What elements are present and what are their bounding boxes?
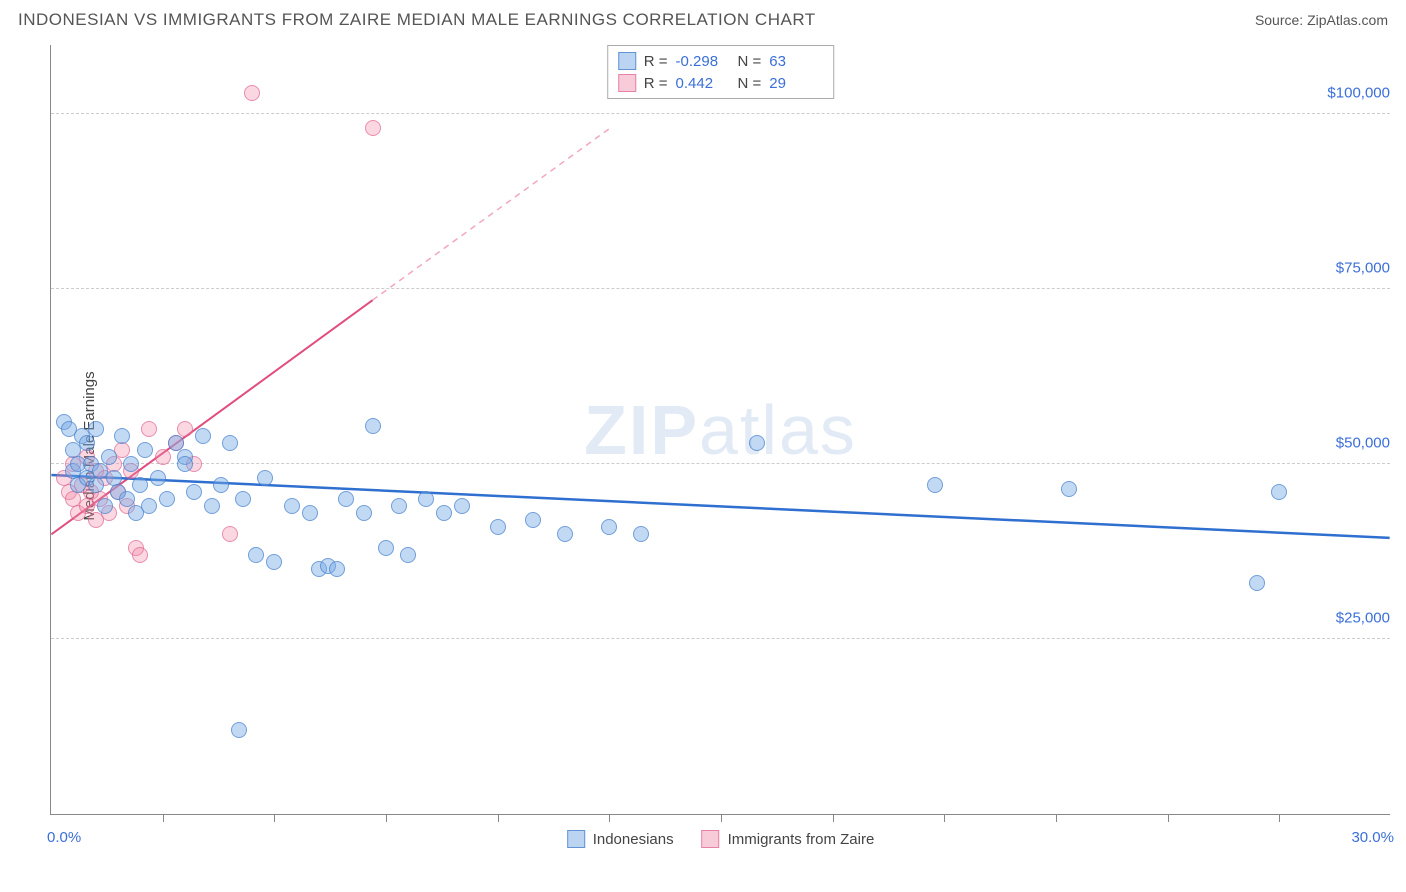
data-point bbox=[601, 519, 617, 535]
data-point bbox=[329, 561, 345, 577]
data-point bbox=[338, 491, 354, 507]
data-point bbox=[137, 442, 153, 458]
data-point bbox=[749, 435, 765, 451]
x-min-label: 0.0% bbox=[47, 829, 81, 846]
blue-swatch-icon bbox=[567, 830, 585, 848]
data-point bbox=[418, 491, 434, 507]
data-point bbox=[101, 449, 117, 465]
data-point bbox=[302, 505, 318, 521]
y-tick-label: $50,000 bbox=[1330, 433, 1396, 454]
x-tick bbox=[163, 814, 164, 822]
data-point bbox=[114, 428, 130, 444]
data-point bbox=[400, 547, 416, 563]
x-tick bbox=[609, 814, 610, 822]
trendlines bbox=[51, 45, 1390, 814]
x-tick bbox=[721, 814, 722, 822]
y-tick-label: $100,000 bbox=[1321, 83, 1396, 104]
data-point bbox=[235, 491, 251, 507]
legend-item-pink: Immigrants from Zaire bbox=[702, 830, 875, 848]
data-point bbox=[186, 484, 202, 500]
data-point bbox=[557, 526, 573, 542]
x-tick bbox=[1279, 814, 1280, 822]
x-max-label: 30.0% bbox=[1351, 829, 1394, 846]
x-tick bbox=[1056, 814, 1057, 822]
data-point bbox=[132, 547, 148, 563]
gridline bbox=[51, 638, 1390, 639]
legend-item-blue: Indonesians bbox=[567, 830, 674, 848]
pink-swatch-icon bbox=[702, 830, 720, 848]
gridline bbox=[51, 288, 1390, 289]
data-point bbox=[266, 554, 282, 570]
chart-plot-area: ZIPatlas $25,000$50,000$75,000$100,000 R… bbox=[50, 45, 1390, 815]
data-point bbox=[141, 498, 157, 514]
pink-swatch-icon bbox=[618, 74, 636, 92]
data-point bbox=[141, 421, 157, 437]
y-tick-label: $25,000 bbox=[1330, 608, 1396, 629]
x-tick bbox=[274, 814, 275, 822]
x-tick bbox=[944, 814, 945, 822]
data-point bbox=[378, 540, 394, 556]
watermark: ZIPatlas bbox=[584, 390, 857, 470]
data-point bbox=[248, 547, 264, 563]
data-point bbox=[222, 435, 238, 451]
data-point bbox=[927, 477, 943, 493]
data-point bbox=[490, 519, 506, 535]
data-point bbox=[284, 498, 300, 514]
data-point bbox=[257, 470, 273, 486]
stats-box: R = -0.298 N = 63 R = 0.442 N = 29 bbox=[607, 45, 835, 99]
data-point bbox=[365, 120, 381, 136]
chart-header: INDONESIAN VS IMMIGRANTS FROM ZAIRE MEDI… bbox=[18, 10, 1388, 30]
data-point bbox=[213, 477, 229, 493]
data-point bbox=[391, 498, 407, 514]
data-point bbox=[222, 526, 238, 542]
stats-row-blue: R = -0.298 N = 63 bbox=[618, 50, 824, 72]
data-point bbox=[195, 428, 211, 444]
data-point bbox=[231, 722, 247, 738]
data-point bbox=[88, 421, 104, 437]
data-point bbox=[633, 526, 649, 542]
data-point bbox=[97, 498, 113, 514]
gridline bbox=[51, 463, 1390, 464]
x-tick bbox=[1168, 814, 1169, 822]
x-tick bbox=[498, 814, 499, 822]
data-point bbox=[1061, 481, 1077, 497]
data-point bbox=[123, 456, 139, 472]
legend: Indonesians Immigrants from Zaire bbox=[567, 830, 875, 848]
data-point bbox=[88, 477, 104, 493]
data-point bbox=[454, 498, 470, 514]
x-tick bbox=[386, 814, 387, 822]
blue-swatch-icon bbox=[618, 52, 636, 70]
data-point bbox=[177, 456, 193, 472]
data-point bbox=[1271, 484, 1287, 500]
y-tick-label: $75,000 bbox=[1330, 258, 1396, 279]
gridline bbox=[51, 113, 1390, 114]
chart-title: INDONESIAN VS IMMIGRANTS FROM ZAIRE MEDI… bbox=[18, 10, 816, 30]
data-point bbox=[1249, 575, 1265, 591]
data-point bbox=[159, 491, 175, 507]
data-point bbox=[177, 421, 193, 437]
data-point bbox=[525, 512, 541, 528]
data-point bbox=[150, 470, 166, 486]
data-point bbox=[132, 477, 148, 493]
data-point bbox=[356, 505, 372, 521]
data-point bbox=[204, 498, 220, 514]
data-point bbox=[365, 418, 381, 434]
data-point bbox=[436, 505, 452, 521]
chart-source: Source: ZipAtlas.com bbox=[1255, 12, 1388, 28]
data-point bbox=[79, 435, 95, 451]
data-point bbox=[244, 85, 260, 101]
stats-row-pink: R = 0.442 N = 29 bbox=[618, 72, 824, 94]
x-tick bbox=[833, 814, 834, 822]
data-point bbox=[155, 449, 171, 465]
